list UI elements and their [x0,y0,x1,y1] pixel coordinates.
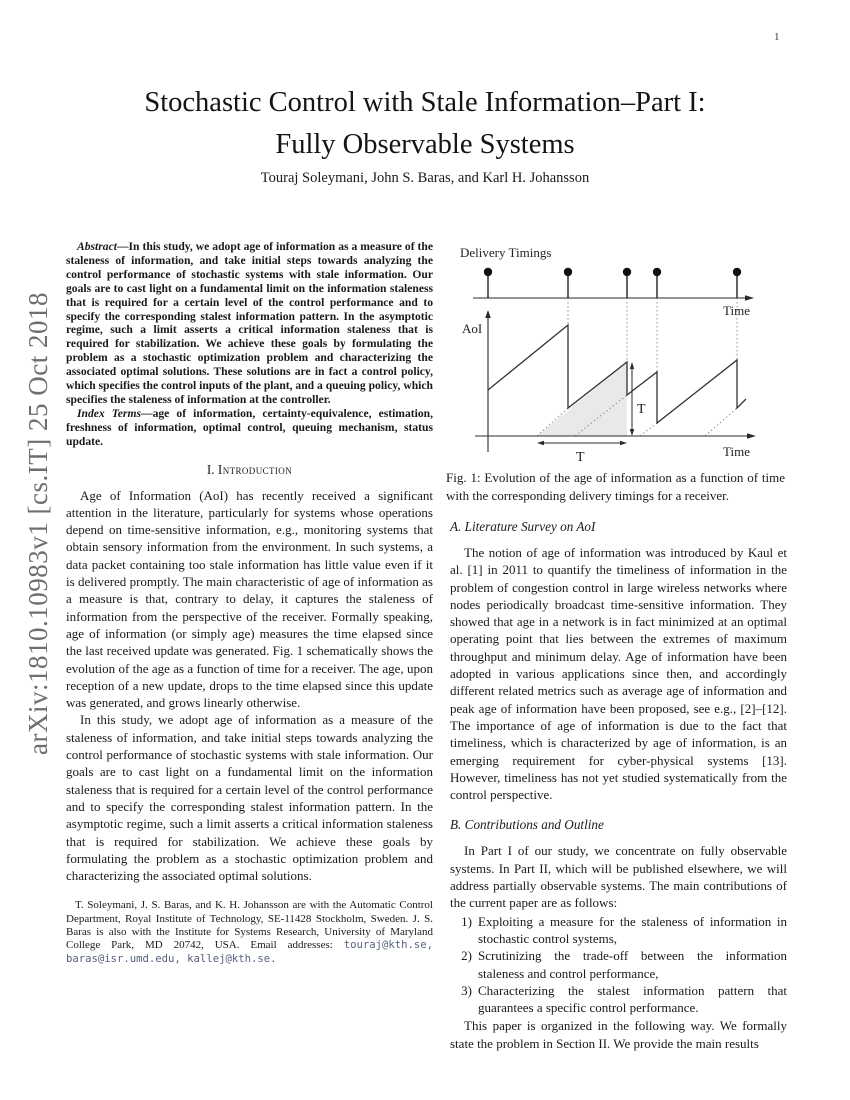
dotted-guides [536,298,738,437]
subsection-b-paragraph: In Part I of our study, we concentrate o… [450,843,787,911]
shaded-age-area [537,362,627,436]
index-terms-paragraph: Index Terms—age of information, certaint… [66,407,433,449]
time-bottom-label: Time [723,444,750,459]
subsection-a-paragraph: The notion of age of information was int… [450,545,787,803]
list-item-text: Exploiting a measure for the staleness o… [478,913,787,946]
contributions-list: 1) Exploiting a measure for the stalenes… [450,913,787,1017]
section-heading-introduction: I. Introduction [66,462,433,478]
delivery-axis-arrow-icon [745,295,754,301]
figure-1: Delivery Timings Time [440,240,830,470]
paper-title: Stochastic Control with Stale Informatio… [0,82,850,166]
age-sawtooth-curve [487,323,747,425]
list-item: 1) Exploiting a measure for the stalenes… [450,913,787,948]
outline-paragraph: This paper is organized in the following… [450,1018,787,1051]
arxiv-sidebar-label: arXiv:1810.10983v1 [cs.IT] 25 Oct 2018 [23,292,53,755]
list-item: 2) Scrutinizing the trade-off between th… [450,947,787,982]
right-column: A. Literature Survey on AoI The notion o… [450,519,787,1052]
list-item-number: 3) [461,982,472,998]
delivery-timings-label: Delivery Timings [460,245,551,260]
index-terms-lead: Index Terms [77,406,141,420]
footnote-email-links[interactable]: touraj@kth.se, baras@isr.umd.edu, kallej… [66,939,433,965]
subsection-b-heading: B. Contributions and Outline [450,817,604,833]
aoi-y-axis-arrow-icon [485,310,491,318]
aoi-evolution-diagram: Delivery Timings Time [460,245,756,465]
paper-title-line2: Fully Observable Systems [275,129,575,160]
authors-line: Touraj Soleymani, John S. Baras, and Kar… [260,170,590,186]
footnote-text: T. Soleymani, J. S. Baras, and K. H. Joh… [66,899,433,952]
abstract-paragraph: Abstract—In this study, we adopt age of … [66,240,433,407]
intro-paragraph-2: In this study, we adopt age of informati… [66,712,433,884]
index-terms-text: —age of information, certainty-equivalen… [66,406,433,448]
list-item-text: Characterizing the stalest information p… [478,982,787,1016]
t-horizontal-arrow-right-icon [620,440,627,446]
abstract-lead: Abstract [77,240,117,253]
t-horizontal-arrow-left-icon [537,440,544,446]
aoi-x-axis-arrow-icon [747,433,756,439]
t-vertical-label: T [637,402,646,417]
abstract-block: Abstract—In this study, we adopt age of … [66,240,433,449]
delivery-stems [487,276,738,298]
left-column: Abstract—In this study, we adopt age of … [66,240,433,966]
delivery-markers [483,267,742,277]
t-vertical-arrow-top-icon [629,362,635,369]
abstract-text: —In this study, we adopt age of informat… [66,240,433,406]
list-item-number: 2) [461,948,472,964]
t-horizontal-label: T [576,450,585,465]
subsection-a-heading: A. Literature Survey on AoI [450,519,596,534]
author-footnote: T. Soleymani, J. S. Baras, and K. H. Joh… [66,899,433,965]
section-number: I. [206,461,215,477]
intro-paragraph-1: Age of Information (AoI) has recently re… [66,487,433,711]
list-item-number: 1) [461,913,472,929]
figure-1-caption: Fig. 1: Evolution of the age of informat… [446,470,785,503]
section-title: Introduction [217,461,293,477]
t-vertical-arrow-bottom-icon [629,429,635,436]
paper-title-line1: Stochastic Control with Stale Informatio… [144,87,706,118]
list-item: 3) Characterizing the stalest informatio… [450,982,787,1017]
aoi-axis-label: AoI [462,321,482,336]
list-item-text: Scrutinizing the trade-off between the i… [478,948,787,981]
page-number: 1 [774,31,780,43]
